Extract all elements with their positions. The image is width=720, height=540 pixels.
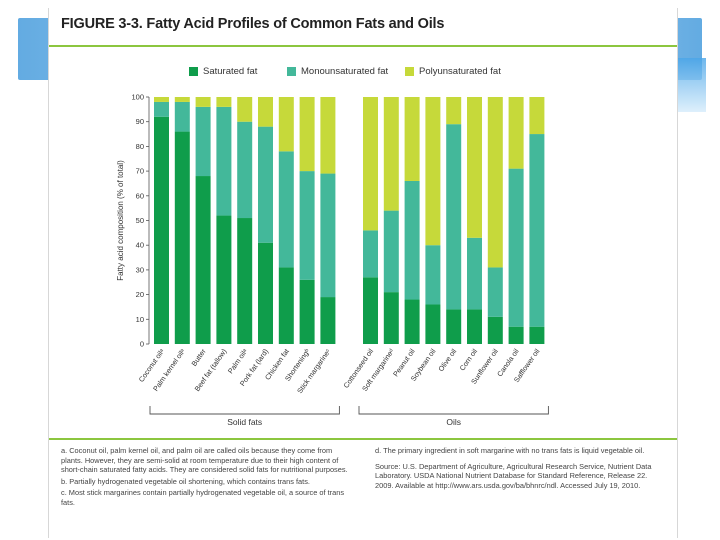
y-tick-label-80: 80 [136,142,144,151]
bar-saturated-fat-9 [320,297,336,344]
y-tick-label-30: 30 [136,265,144,274]
bar-saturated-fat-4 [216,215,232,344]
notes-divider [49,438,677,440]
bar-polyunsaturated-fat-18 [529,97,545,135]
bar-saturated-fat-2 [174,131,190,344]
y-tick-label-100: 100 [131,93,144,102]
bar-polyunsaturated-fat-16 [487,97,503,268]
group-label-1: Solid fats [227,417,262,427]
footnotes-right: d. The primary ingredient in soft margar… [375,446,667,492]
bar-polyunsaturated-fat-13 [425,97,441,246]
legend-label-monounsaturated: Monounsaturated fat [301,66,389,77]
y-tick-label-90: 90 [136,117,144,126]
y-tick-label-20: 20 [136,290,144,299]
y-tick-label-60: 60 [136,191,144,200]
bar-saturated-fat-8 [299,279,315,344]
y-tick-label-40: 40 [136,241,144,250]
y-tick-label-10: 10 [136,315,144,324]
bar-polyunsaturated-fat-14 [446,97,462,125]
bar-saturated-fat-11 [383,292,399,344]
bar-monounsaturated-fat-14 [446,124,462,310]
bar-monounsaturated-fat-18 [529,134,545,327]
bar-monounsaturated-fat-10 [363,230,378,278]
figure-title: FIGURE 3-3. Fatty Acid Profiles of Commo… [61,16,445,32]
bar-polyunsaturated-fat-7 [278,97,294,152]
bar-polyunsaturated-fat-3 [195,97,211,107]
bar-monounsaturated-fat-6 [258,126,273,243]
bar-saturated-fat-6 [258,242,273,344]
bar-polyunsaturated-fat-8 [299,97,315,172]
y-tick-label-0: 0 [140,340,144,349]
bar-polyunsaturated-fat-12 [404,97,420,181]
bar-saturated-fat-12 [404,299,420,344]
bar-monounsaturated-fat-7 [278,151,294,268]
bar-monounsaturated-fat-12 [404,180,420,300]
legend-label-saturated: Saturated fat [203,66,258,77]
group-label-2: Oils [446,417,461,427]
group-bracket-1 [149,406,340,415]
figure-panel: FIGURE 3-3. Fatty Acid Profiles of Commo… [48,8,678,538]
bar-saturated-fat-7 [278,267,294,344]
bar-saturated-fat-14 [446,309,462,344]
legend-item-monounsaturated: Monounsaturated fat [287,66,388,77]
bar-polyunsaturated-fat-15 [467,97,482,238]
legend-item-polyunsaturated: Polyunsaturated fat [405,66,501,77]
bar-monounsaturated-fat-2 [174,101,190,132]
bar-saturated-fat-13 [425,304,441,344]
bar-polyunsaturated-fat-4 [216,97,232,107]
category-label-14: Olive oil [436,347,458,373]
legend-swatch-polyunsaturated [405,67,414,76]
y-tick-label-50: 50 [136,216,144,225]
legend-label-polyunsaturated: Polyunsaturated fat [419,66,501,77]
bar-saturated-fat-1 [154,116,169,344]
footnote-a: a. Coconut oil, palm kernel oil, and pal… [61,446,348,475]
footnote-b: b. Partially hydrogenated vegetable oil … [61,476,310,486]
bar-polyunsaturated-fat-1 [154,97,169,102]
category-label-3: Butter [189,346,208,367]
bar-polyunsaturated-fat-5 [237,97,253,122]
bar-monounsaturated-fat-15 [467,237,482,310]
slide-corner-decoration [678,58,706,112]
bar-polyunsaturated-fat-2 [174,97,190,102]
bar-saturated-fat-5 [237,218,253,344]
bar-polyunsaturated-fat-17 [508,97,524,169]
bar-polyunsaturated-fat-11 [383,97,399,211]
bar-monounsaturated-fat-5 [237,121,253,219]
bar-monounsaturated-fat-11 [383,210,399,293]
bar-monounsaturated-fat-9 [320,173,336,298]
bar-saturated-fat-10 [363,277,378,344]
bar-saturated-fat-18 [529,326,545,344]
source-note: Source: U.S. Department of Agriculture, … [375,461,652,490]
bar-monounsaturated-fat-17 [508,168,524,327]
y-axis-label: Fatty acid composition (% of total) [116,160,125,281]
bar-saturated-fat-15 [467,309,482,344]
chart-legend: Saturated fat Monounsaturated fat Polyun… [49,66,677,82]
title-divider [49,45,677,47]
footnote-c: c. Most stick margarines contain partial… [61,488,345,507]
legend-item-saturated: Saturated fat [189,66,257,77]
footnote-d: d. The primary ingredient in soft margar… [375,446,645,455]
category-label-15: Corn oil [458,347,480,373]
bar-polyunsaturated-fat-6 [258,97,273,127]
legend-swatch-saturated [189,67,198,76]
bar-saturated-fat-16 [487,316,503,344]
bar-monounsaturated-fat-16 [487,267,503,317]
group-bracket-2 [358,406,549,415]
bar-monounsaturated-fat-8 [299,171,315,280]
bar-polyunsaturated-fat-10 [363,97,378,231]
bar-saturated-fat-17 [508,326,524,344]
footnotes-left: a. Coconut oil, palm kernel oil, and pal… [61,446,351,510]
bar-monounsaturated-fat-13 [425,245,441,305]
stacked-bar-chart: 0 10 20 30 40 50 60 70 80 90 100 Fatty acid composi… [116,93,549,427]
y-tick-label-70: 70 [136,167,144,176]
legend-swatch-monounsaturated [287,67,296,76]
bar-monounsaturated-fat-1 [154,101,169,117]
bar-saturated-fat-3 [195,176,211,344]
bar-monounsaturated-fat-3 [195,106,211,177]
bar-polyunsaturated-fat-9 [320,97,336,174]
bar-monounsaturated-fat-4 [216,106,232,216]
